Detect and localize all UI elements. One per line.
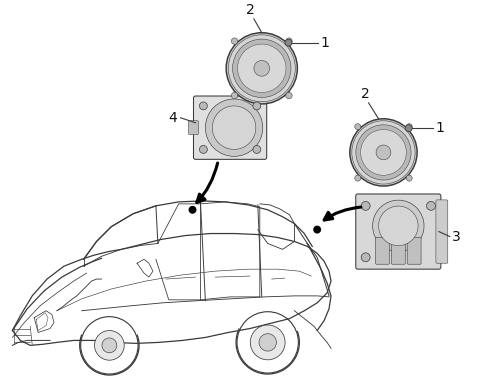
Circle shape — [361, 201, 370, 210]
Circle shape — [350, 119, 417, 186]
Circle shape — [285, 39, 292, 46]
FancyBboxPatch shape — [436, 200, 448, 263]
Ellipse shape — [95, 330, 124, 360]
Circle shape — [406, 124, 412, 130]
Circle shape — [199, 102, 207, 110]
Circle shape — [205, 99, 263, 157]
Circle shape — [427, 201, 435, 210]
Circle shape — [212, 106, 256, 149]
Circle shape — [231, 92, 238, 99]
Circle shape — [231, 38, 238, 44]
Circle shape — [361, 253, 370, 262]
Circle shape — [360, 130, 407, 175]
Circle shape — [376, 145, 391, 160]
Ellipse shape — [250, 325, 285, 360]
FancyBboxPatch shape — [407, 237, 421, 264]
FancyBboxPatch shape — [356, 194, 441, 269]
Circle shape — [406, 175, 412, 181]
Circle shape — [253, 146, 261, 153]
Circle shape — [379, 206, 418, 246]
FancyBboxPatch shape — [189, 121, 198, 135]
Text: 2: 2 — [245, 3, 254, 17]
Circle shape — [356, 125, 411, 180]
Circle shape — [199, 146, 207, 153]
Circle shape — [286, 92, 292, 99]
Circle shape — [355, 175, 361, 181]
Text: 3: 3 — [452, 230, 460, 244]
FancyBboxPatch shape — [375, 237, 389, 264]
Circle shape — [355, 124, 361, 130]
Circle shape — [405, 125, 412, 132]
Text: 1: 1 — [320, 36, 329, 50]
Text: 1: 1 — [435, 121, 444, 135]
Circle shape — [232, 39, 291, 97]
Circle shape — [228, 35, 295, 102]
Text: 2: 2 — [361, 87, 370, 101]
FancyBboxPatch shape — [193, 96, 267, 159]
Ellipse shape — [102, 338, 117, 353]
Circle shape — [372, 200, 424, 252]
Text: 4: 4 — [168, 111, 177, 125]
Circle shape — [238, 44, 286, 92]
Circle shape — [286, 38, 292, 44]
Circle shape — [313, 226, 321, 233]
Circle shape — [253, 102, 261, 110]
Circle shape — [189, 206, 196, 214]
Circle shape — [352, 121, 415, 184]
Circle shape — [254, 61, 270, 76]
Ellipse shape — [259, 334, 276, 351]
FancyBboxPatch shape — [391, 237, 405, 264]
Circle shape — [226, 33, 298, 104]
